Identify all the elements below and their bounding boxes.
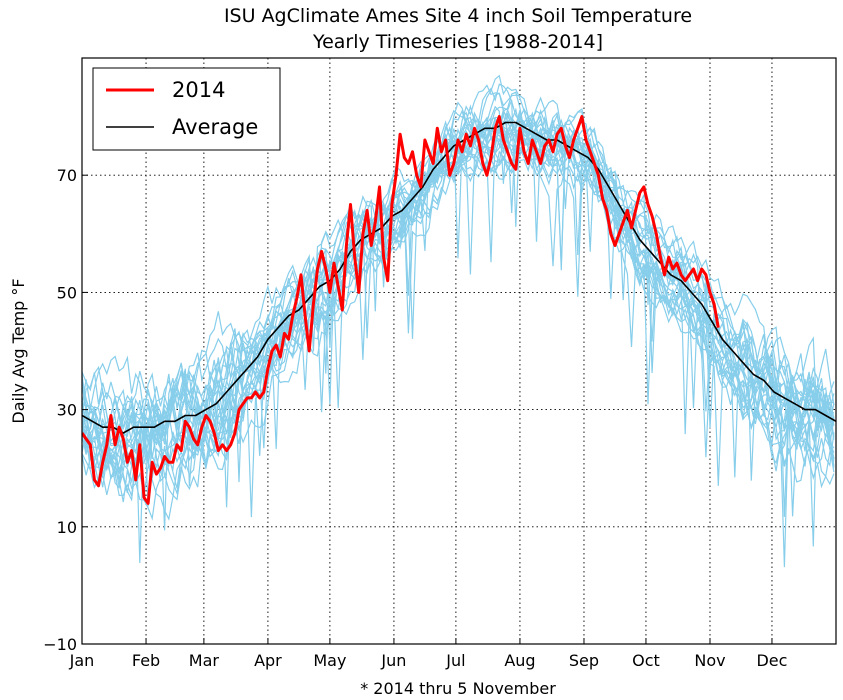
year-trace-line <box>82 107 835 478</box>
x-axis-ticks: Jan Feb Mar Apr May Jun Jul Aug Sep Oct Nov Dec <box>69 638 787 670</box>
chart-title: ISU AgClimate Ames Site 4 inch Soil Temp… <box>224 5 692 27</box>
legend-label-2014: 2014 <box>172 78 225 102</box>
year-trace-line <box>82 107 835 463</box>
main-series <box>82 115 836 505</box>
x-tick-label: Aug <box>504 651 535 670</box>
year-trace-line <box>82 130 835 568</box>
x-axis-label: * 2014 thru 5 November <box>360 679 556 698</box>
legend: 2014 Average <box>92 67 281 151</box>
year-trace-line <box>82 113 835 547</box>
y-tick-label: −10 <box>43 635 77 654</box>
y-axis-ticks: −10 10 30 50 70 <box>43 166 88 654</box>
x-tick-label: Apr <box>254 651 282 670</box>
year-trace-line <box>82 129 835 507</box>
plot-area <box>81 57 837 645</box>
y-tick-label: 30 <box>57 401 77 420</box>
x-tick-label: Nov <box>694 651 725 670</box>
y-axis-label: Daily Avg Temp °F <box>9 278 28 423</box>
x-tick-label: Sep <box>569 651 599 670</box>
year-trace-line <box>82 127 835 531</box>
x-tick-label: Jun <box>380 651 406 670</box>
y-tick-label: 50 <box>57 283 77 302</box>
x-tick-label: Oct <box>632 651 660 670</box>
x-tick-label: Dec <box>756 651 787 670</box>
x-tick-label: Jul <box>445 651 465 670</box>
chart-subtitle: Yearly Timeseries [1988-2014] <box>312 31 603 53</box>
legend-label-average: Average <box>172 115 258 139</box>
x-tick-label: May <box>313 651 346 670</box>
legend-box <box>92 67 281 151</box>
series-2014-line <box>82 115 720 505</box>
y-tick-label: 10 <box>57 518 77 537</box>
x-tick-label: Feb <box>132 651 160 670</box>
x-tick-label: Jan <box>69 651 95 670</box>
plot-frame <box>81 57 837 645</box>
y-tick-label: 70 <box>57 166 77 185</box>
x-tick-label: Mar <box>189 651 220 670</box>
